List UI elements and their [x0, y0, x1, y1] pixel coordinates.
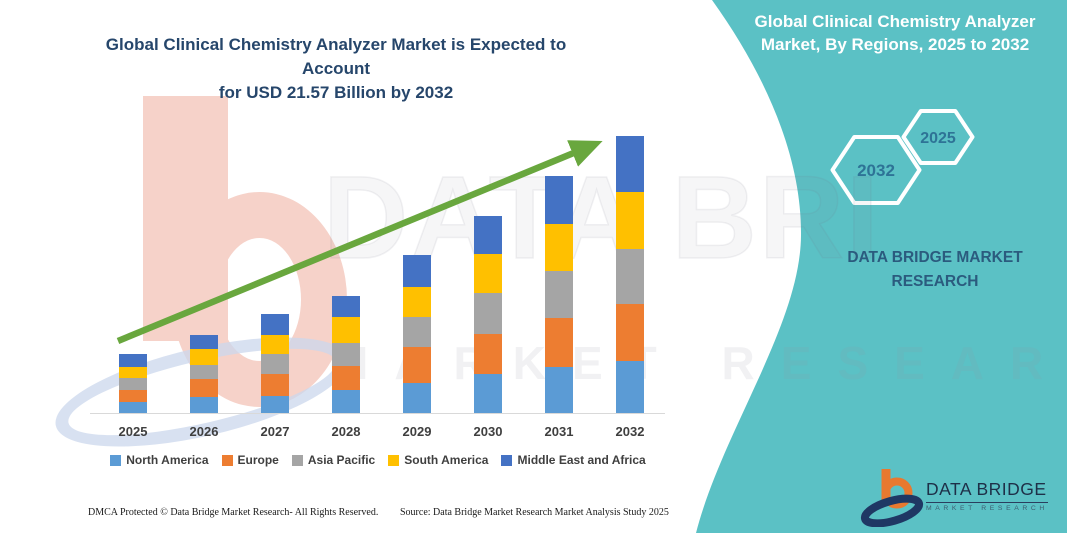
brand-text-line1: DATA BRIDGE MARKET: [847, 249, 1023, 266]
bar-segment-2031-north-america: [545, 366, 573, 413]
bar-segment-2025-europe: [119, 389, 147, 403]
hexagon-2032-label: 2032: [857, 161, 895, 180]
bar-segment-2029-north-america: [403, 382, 431, 413]
bar-segment-2027-north-america: [261, 395, 289, 413]
x-axis-label-2031: 2031: [544, 424, 574, 439]
bar-segment-2032-europe: [616, 303, 644, 361]
bar-2025: [119, 354, 147, 413]
bar-segment-2025-asia-pacific: [119, 377, 147, 390]
bar-segment-2025-south-america: [119, 366, 147, 378]
bar-segment-2026-middle-east-and-africa: [190, 335, 218, 350]
bar-segment-2027-europe: [261, 374, 289, 396]
hexagon-2025-label: 2025: [920, 130, 956, 147]
legend-item-asia-pacific: Asia Pacific: [291, 453, 376, 467]
legend-item-middle-east-and-africa: Middle East and Africa: [501, 453, 646, 467]
x-axis-label-2030: 2030: [473, 424, 503, 439]
footer-source: Source: Data Bridge Market Research Mark…: [400, 507, 669, 518]
bar-segment-2032-south-america: [616, 191, 644, 249]
bar-segment-2026-south-america: [190, 349, 218, 365]
legend-item-north-america: North America: [110, 453, 209, 467]
bar-segment-2028-north-america: [332, 389, 360, 413]
legend-label: Middle East and Africa: [517, 453, 646, 467]
legend-swatch: [291, 454, 303, 466]
bar-2028: [332, 296, 360, 413]
hexagon-2025: [901, 109, 975, 165]
bar-2027: [261, 313, 289, 413]
teal-shape: [696, 0, 1067, 533]
hexagon-2032: [830, 135, 922, 205]
side-panel-title-line1: Global Clinical Chemistry Analyzer: [754, 12, 1036, 31]
legend-item-europe: Europe: [221, 453, 279, 467]
brand-text: DATA BRIDGE MARKET RESEARCH: [795, 246, 1067, 294]
bar-2031: [545, 176, 573, 413]
bar-segment-2025-middle-east-and-africa: [119, 354, 147, 367]
bar-segment-2026-asia-pacific: [190, 364, 218, 379]
bar-segment-2029-middle-east-and-africa: [403, 254, 431, 288]
chart-title-line1: Global Clinical Chemistry Analyzer Marke…: [105, 35, 567, 79]
bar-segment-2032-north-america: [616, 360, 644, 413]
bar-segment-2027-asia-pacific: [261, 353, 289, 375]
bar-segment-2028-europe: [332, 365, 360, 390]
chart-title-line2: for USD 21.57 Billion by 2032: [218, 83, 454, 103]
x-axis-label-2029: 2029: [402, 424, 432, 439]
legend-item-south-america: South America: [388, 453, 488, 467]
bar-segment-2030-asia-pacific: [474, 292, 502, 335]
bar-segment-2032-middle-east-and-africa: [616, 136, 644, 192]
bar-segment-2027-middle-east-and-africa: [261, 313, 289, 336]
bar-segment-2029-europe: [403, 346, 431, 383]
legend-label: Asia Pacific: [307, 453, 376, 467]
bar-2032: [616, 136, 644, 413]
legend-label: South America: [404, 453, 489, 467]
bar-segment-2030-north-america: [474, 374, 502, 413]
data-bridge-logo-icon: [860, 469, 924, 527]
bar-segment-2031-europe: [545, 317, 573, 367]
chart-title: Global Clinical Chemistry Analyzer Marke…: [76, 33, 596, 105]
bar-segment-2025-north-america: [119, 402, 147, 413]
bar-segment-2026-europe: [190, 378, 218, 398]
legend: North America Europe Asia Pacific South Ame…: [78, 453, 678, 467]
logo-subtitle: MARKET RESEARCH: [926, 504, 1048, 512]
bar-segment-2032-asia-pacific: [616, 248, 644, 304]
bar-segment-2028-middle-east-and-africa: [332, 296, 360, 318]
bar-segment-2030-south-america: [474, 253, 502, 293]
x-axis-label-2025: 2025: [118, 424, 148, 439]
bar-segment-2026-north-america: [190, 397, 218, 413]
plot-area: [90, 120, 665, 414]
data-bridge-logo: DATA BRIDGE MARKET RESEARCH: [858, 463, 1063, 527]
legend-swatch: [110, 454, 122, 466]
bar-segment-2027-south-america: [261, 335, 289, 354]
legend-swatch: [501, 454, 513, 466]
bar-segment-2031-asia-pacific: [545, 271, 573, 318]
x-axis-labels: 2025 2026 2027 2028 2029 2030 2031 2032: [90, 424, 665, 442]
bar-segment-2030-europe: [474, 334, 502, 374]
legend-swatch: [221, 454, 233, 466]
x-axis-label-2026: 2026: [189, 424, 219, 439]
bar-segment-2030-middle-east-and-africa: [474, 216, 502, 254]
x-axis-label-2032: 2032: [615, 424, 645, 439]
bar-2029: [403, 254, 431, 413]
bar-segment-2028-south-america: [332, 317, 360, 344]
legend-swatch: [388, 454, 400, 466]
bar-segment-2028-asia-pacific: [332, 343, 360, 366]
side-panel-title-line2: Market, By Regions, 2025 to 2032: [760, 34, 1030, 54]
x-axis-label-2028: 2028: [331, 424, 361, 439]
bar-segment-2031-south-america: [545, 223, 573, 272]
legend-label: North America: [126, 453, 209, 467]
bar-2026: [190, 335, 218, 413]
logo-name: DATA BRIDGE: [926, 479, 1048, 503]
logo-text: DATA BRIDGE MARKET RESEARCH: [926, 479, 1048, 512]
bar-segment-2029-asia-pacific: [403, 316, 431, 347]
brand-text-line2: RESEARCH: [891, 273, 979, 291]
footer-dmca: DMCA Protected © Data Bridge Market Rese…: [88, 507, 379, 518]
x-axis-label-2027: 2027: [260, 424, 290, 439]
bar-2030: [474, 216, 502, 413]
side-panel-title: Global Clinical Chemistry Analyzer Marke…: [745, 11, 1045, 57]
legend-label: Europe: [237, 453, 279, 467]
bar-segment-2029-south-america: [403, 287, 431, 317]
bar-segment-2031-middle-east-and-africa: [545, 176, 573, 224]
